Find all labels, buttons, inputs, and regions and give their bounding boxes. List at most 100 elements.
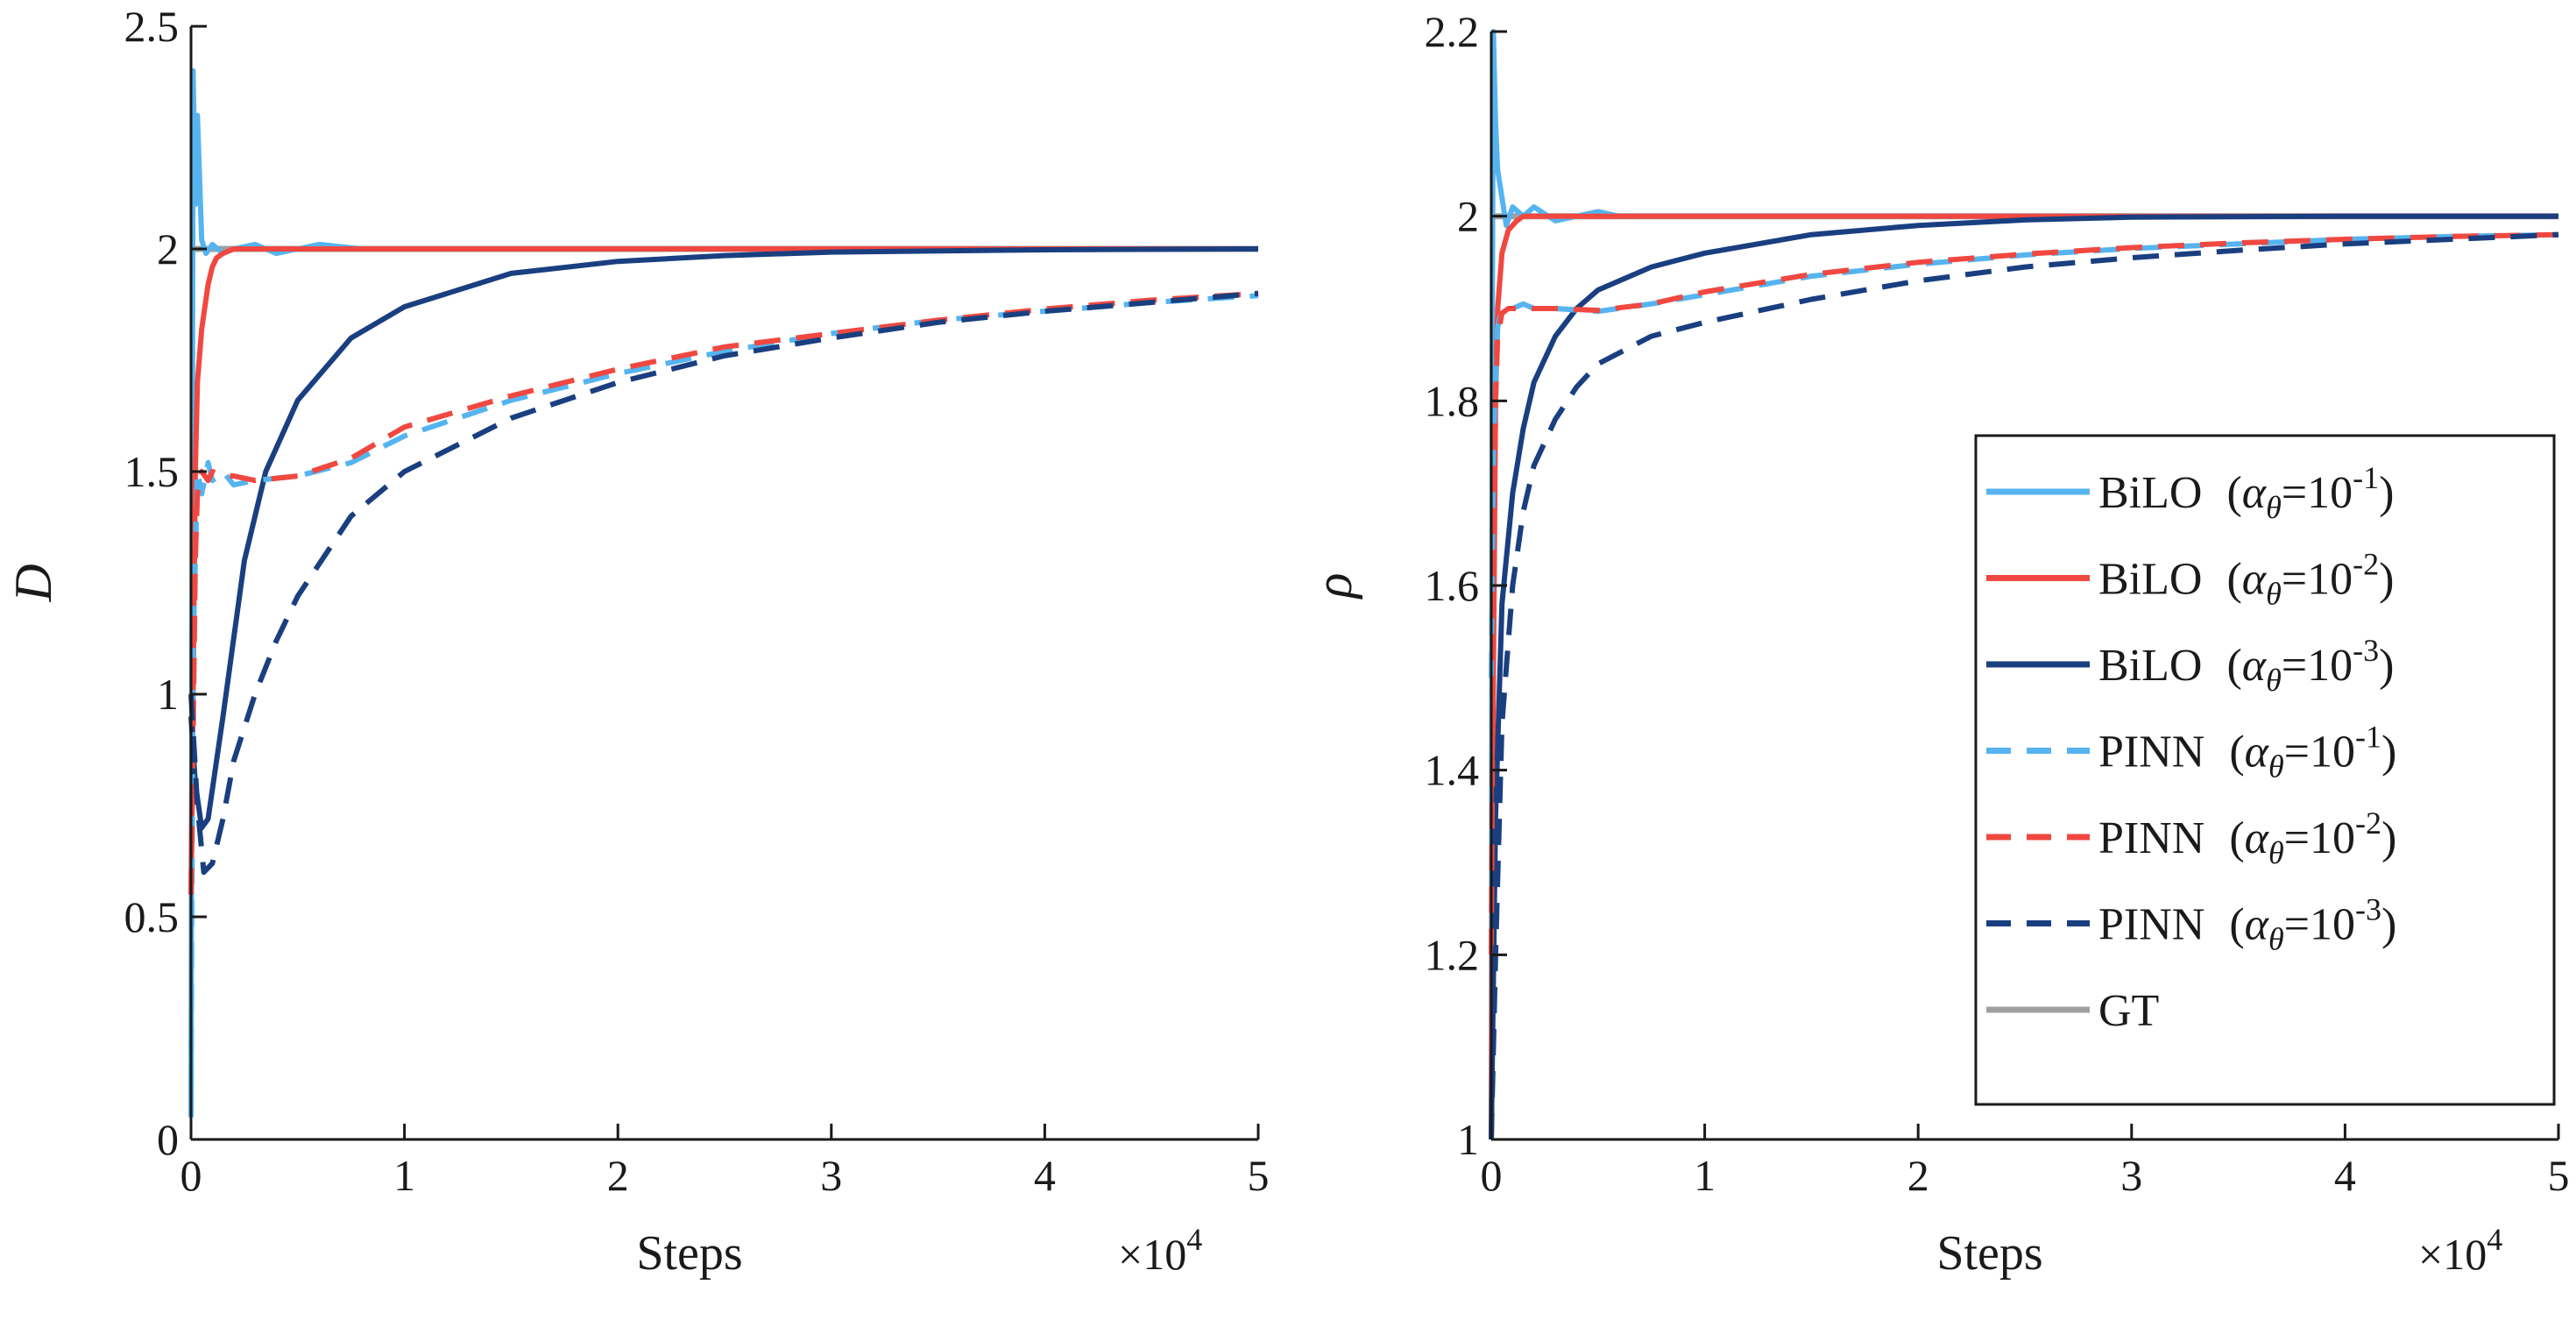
series-line-bilo1	[188, 67, 1258, 1118]
y-tick-label: 0.5	[124, 892, 180, 941]
y-tick-label: 1.6	[1425, 561, 1480, 610]
legend-alpha-value: =10	[2284, 813, 2355, 863]
series-line-pinn3	[1489, 231, 2559, 1140]
legend-alpha-subscript: θ	[2266, 490, 2282, 525]
series-line-bilo3	[188, 246, 1259, 831]
legend-paren-open: (	[2226, 641, 2241, 691]
legend-alpha-value: =10	[2284, 900, 2355, 950]
legend-alpha-subscript: θ	[2266, 663, 2282, 698]
legend-entry-pinn3: PINN (αθ=10-3)	[1986, 892, 2396, 957]
legend-paren-close: )	[2379, 468, 2394, 518]
x-axis-label: Steps	[1936, 1226, 2042, 1281]
legend-alpha: α	[2242, 641, 2268, 691]
x-multiplier-label: ×104	[1118, 1222, 1202, 1279]
x-tick-label: 0	[180, 1151, 202, 1200]
legend-method: BiLO	[2098, 555, 2202, 605]
series-group	[188, 67, 1259, 1118]
legend-label: BiLO (αθ=10-1)	[2098, 460, 2394, 525]
x-tick-label: 5	[1248, 1151, 1270, 1200]
y-tick-label: 1	[157, 670, 179, 719]
legend-alpha-value: =10	[2284, 727, 2355, 777]
legend-label: BiLO (αθ=10-2)	[2098, 547, 2394, 612]
legend-alpha: α	[2245, 900, 2270, 950]
legend-label: BiLO (αθ=10-3)	[2098, 633, 2394, 698]
legend-alpha-subscript: θ	[2268, 922, 2284, 957]
series-line-pinn3	[188, 290, 1259, 876]
legend-alpha-exponent: -2	[2353, 547, 2379, 582]
series-line-pinn1	[188, 293, 1259, 1096]
x-multiplier-label: ×104	[2418, 1222, 2502, 1279]
legend-paren-open: (	[2226, 555, 2241, 605]
y-tick-label: 2	[157, 224, 179, 273]
legend-entry-bilo2: BiLO (αθ=10-2)	[1986, 547, 2394, 612]
legend-label: PINN (αθ=10-2)	[2098, 805, 2396, 870]
y-tick-label: 1.8	[1425, 376, 1480, 425]
x-tick-label: 4	[2334, 1151, 2356, 1200]
legend-label: PINN (αθ=10-1)	[2098, 720, 2396, 784]
x-axis-label: Steps	[636, 1226, 742, 1281]
series-line-bilo3	[1489, 213, 2558, 1140]
series-group	[1489, 29, 2559, 1140]
legend-alpha-value: =10	[2282, 468, 2353, 518]
legend-label: PINN (αθ=10-3)	[2098, 892, 2396, 957]
legend-alpha-value: =10	[2282, 555, 2353, 605]
legend-alpha-subscript: θ	[2268, 749, 2284, 784]
legend-alpha-value: =10	[2282, 641, 2353, 691]
legend-alpha-exponent: -3	[2353, 633, 2379, 668]
legend-alpha-exponent: -1	[2353, 460, 2379, 495]
y-tick-label: 2	[1457, 192, 1479, 241]
legend-method: PINN	[2098, 900, 2204, 950]
legend-paren-open: (	[2229, 727, 2244, 777]
legend-method: GT	[2098, 986, 2159, 1036]
y-tick-label: 2.2	[1425, 7, 1480, 56]
legend-label: GT	[2098, 986, 2159, 1036]
legend-entry-bilo1: BiLO (αθ=10-1)	[1986, 460, 2394, 525]
series-line-pinn2	[1489, 231, 2559, 955]
legend-alpha: α	[2242, 555, 2268, 605]
legend-paren-open: (	[2229, 900, 2244, 950]
legend-alpha: α	[2242, 468, 2268, 518]
x-tick-label: 3	[2120, 1151, 2142, 1200]
legend-alpha: α	[2245, 813, 2270, 863]
legend-method: BiLO	[2098, 641, 2202, 691]
x-tick-label: 2	[1907, 1151, 1929, 1200]
legend-entry-gt: GT	[1986, 986, 2159, 1036]
y-tick-label: 1.4	[1425, 746, 1480, 795]
y-axis-label: D	[4, 564, 62, 602]
legend-alpha-exponent: -3	[2355, 892, 2381, 927]
x-tick-label: 3	[820, 1151, 842, 1200]
legend-paren-close: )	[2381, 727, 2396, 777]
legend-alpha-subscript: θ	[2268, 835, 2284, 870]
x-tick-label: 4	[1034, 1151, 1056, 1200]
legend-entry-pinn1: PINN (αθ=10-1)	[1986, 720, 2396, 784]
y-tick-label: 1.5	[124, 447, 180, 496]
legend-entry-pinn2: PINN (αθ=10-2)	[1986, 805, 2396, 870]
legend-paren-open: (	[2226, 468, 2241, 518]
x-tick-label: 2	[607, 1151, 629, 1200]
x-multiplier-exponent: 4	[1186, 1222, 1202, 1257]
y-tick-label: 2.5	[124, 2, 180, 51]
left-chart-panel: 0 1 2 3 4 5 0 0.5 1 1.5 2 2.5 Steps ×104 D	[4, 2, 1270, 1281]
legend-alpha: α	[2245, 727, 2270, 777]
x-tick-label: 1	[1694, 1151, 1716, 1200]
x-tick-label: 5	[2548, 1151, 2570, 1200]
legend-paren-close: )	[2381, 900, 2396, 950]
y-tick-label: 1.2	[1425, 930, 1480, 979]
legend-box	[1974, 434, 2556, 1106]
legend-paren-open: (	[2229, 813, 2244, 863]
y-tick-label: 0	[157, 1115, 179, 1164]
chart-legend: BiLO (αθ=10-1)BiLO (αθ=10-2)BiLO (αθ=10-3)P…	[1974, 434, 2556, 1106]
legend-method: PINN	[2098, 813, 2204, 863]
legend-method: PINN	[2098, 727, 2204, 777]
x-multiplier-exponent: 4	[2487, 1222, 2502, 1257]
legend-paren-close: )	[2381, 813, 2396, 863]
legend-method: BiLO	[2098, 468, 2202, 518]
legend-alpha-exponent: -2	[2355, 805, 2381, 841]
legend-alpha-subscript: θ	[2266, 577, 2282, 612]
legend-paren-close: )	[2379, 555, 2394, 605]
x-tick-label: 1	[393, 1151, 415, 1200]
y-axis-label: ρ	[1305, 573, 1362, 600]
y-tick-label: 1	[1457, 1115, 1479, 1164]
